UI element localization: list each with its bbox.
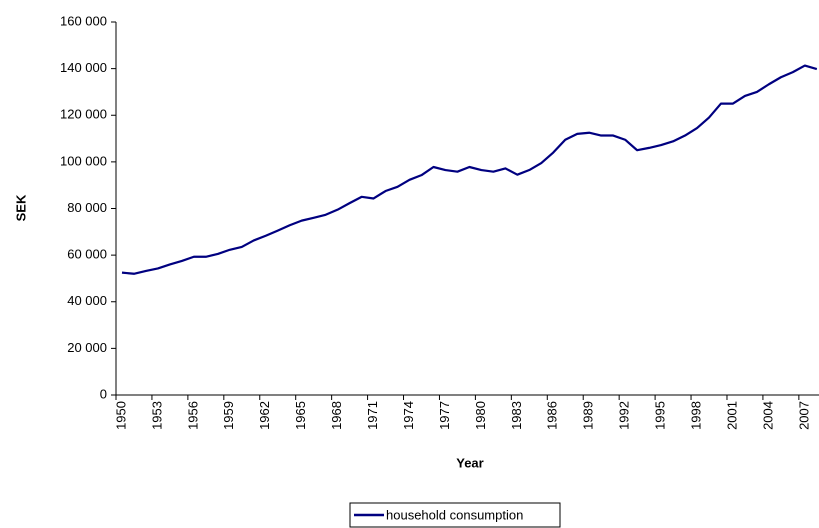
y-tick-label: 100 000 (60, 153, 107, 168)
legend-box (349, 502, 561, 528)
y-tick-label: 20 000 (67, 340, 107, 355)
line-series (121, 64, 818, 275)
x-tick-label: 1986 (545, 401, 560, 430)
y-tick-label: 40 000 (67, 293, 107, 308)
x-tick-label: 1971 (365, 401, 380, 430)
x-tick-label: 1995 (653, 401, 668, 430)
x-tick-label: 2004 (760, 401, 775, 430)
x-tick-label: 2001 (724, 401, 739, 430)
x-tick-label: 1977 (437, 401, 452, 430)
y-tick-label: 80 000 (67, 200, 107, 215)
x-tick-label: 1959 (221, 401, 236, 430)
y-tick-label: 60 000 (67, 247, 107, 262)
y-tick-label: 160 000 (60, 13, 107, 28)
x-axis-title: Year (456, 455, 483, 470)
x-tick-label: 1980 (473, 401, 488, 430)
x-tick-label: 2007 (796, 401, 811, 430)
x-tick-label: 1989 (581, 401, 596, 430)
x-tick-label: 1974 (401, 401, 416, 430)
y-tick-label: 140 000 (60, 60, 107, 75)
x-tick-label: 1968 (329, 401, 344, 430)
x-tick-label: 1950 (113, 401, 128, 430)
y-tick-label: 120 000 (60, 107, 107, 122)
legend: household consumption (349, 502, 561, 528)
y-tick-label: 0 (100, 386, 107, 401)
x-tick-label: 1953 (149, 401, 164, 430)
x-tick-label: 1956 (185, 401, 200, 430)
x-tick-label: 1962 (257, 401, 272, 430)
x-tick-label: 1965 (293, 401, 308, 430)
legend-label: household consumption (386, 507, 523, 522)
x-tick-label: 1998 (688, 401, 703, 430)
x-tick-label: 1992 (617, 401, 632, 430)
x-tick-label: 1983 (509, 401, 524, 430)
y-axis-title: SEK (13, 194, 28, 221)
